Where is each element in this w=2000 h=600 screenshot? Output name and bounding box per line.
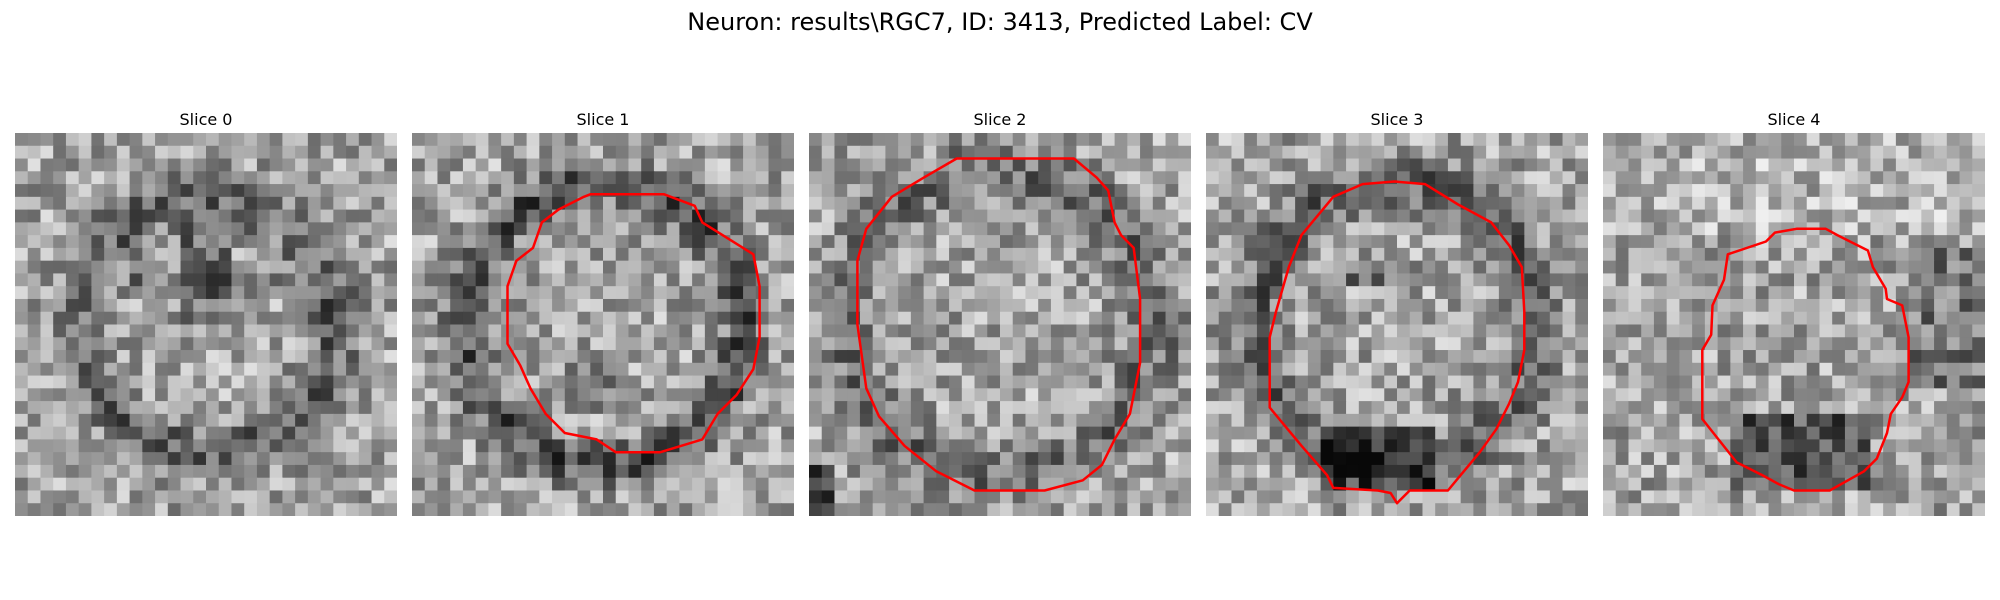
slice-3-image: [1206, 133, 1588, 516]
slice-4-contour: [1701, 227, 1910, 492]
slice-2-title: Slice 2: [973, 110, 1027, 129]
figure-title: Neuron: results\RGC7, ID: 3413, Predicte…: [687, 8, 1313, 36]
slice-3-contour: [1268, 180, 1526, 505]
slice-1-contour: [506, 193, 761, 454]
slice-0-image: [15, 133, 397, 516]
slice-4-title: Slice 4: [1767, 110, 1821, 129]
slice-0-title: Slice 0: [179, 110, 233, 129]
slice-1-image: [412, 133, 794, 516]
slice-2-contour: [856, 157, 1142, 492]
slice-3-title: Slice 3: [1370, 110, 1424, 129]
slice-1-title: Slice 1: [576, 110, 630, 129]
slice-2-image: [809, 133, 1191, 516]
slice-4-image: [1603, 133, 1985, 516]
